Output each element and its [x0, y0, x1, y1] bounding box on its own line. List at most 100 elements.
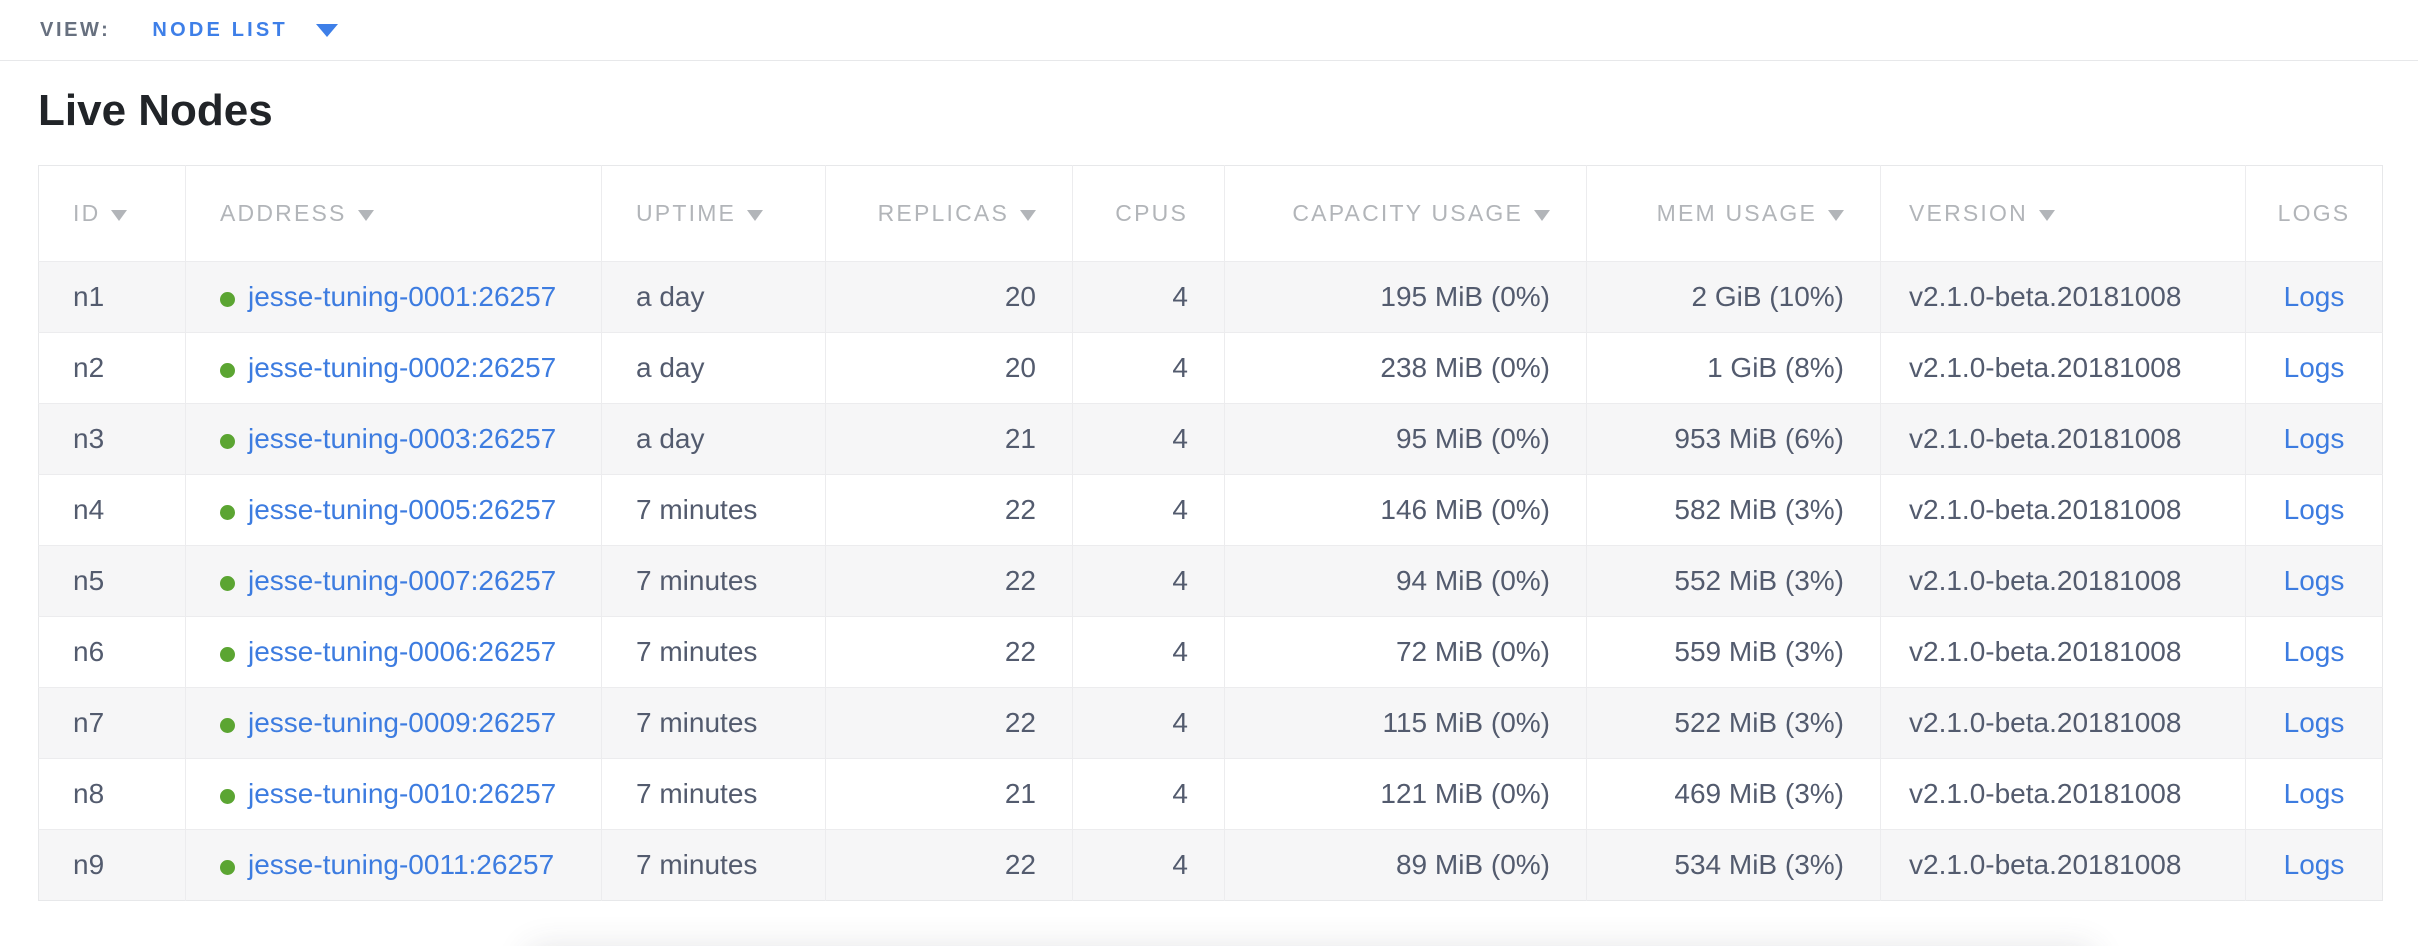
table-row: n7 jesse-tuning-0009:26257 7 minutes 22 4 115… — [38, 687, 2383, 759]
node-address-link[interactable]: jesse-tuning-0001:26257 — [248, 281, 557, 312]
cell-id: n6 — [38, 616, 186, 688]
logs-link[interactable]: Logs — [2283, 707, 2345, 738]
column-header-label: LOGS — [2277, 200, 2351, 226]
cell-address: jesse-tuning-0010:26257 — [185, 758, 602, 830]
cell-cpus: 4 — [1072, 474, 1225, 546]
node-address-link[interactable]: jesse-tuning-0002:26257 — [248, 352, 557, 383]
cell-cpus: 4 — [1072, 758, 1225, 830]
node-address-link[interactable]: jesse-tuning-0007:26257 — [248, 565, 557, 596]
column-header-label: UPTIME — [636, 200, 737, 226]
cell-id: n4 — [38, 474, 186, 546]
cell-uptime: 7 minutes — [601, 545, 826, 617]
cell-replicas: 22 — [825, 474, 1073, 546]
cell-cpus: 4 — [1072, 261, 1225, 333]
view-dropdown[interactable]: NODE LIST — [152, 18, 338, 42]
column-header-id[interactable]: ID — [38, 165, 186, 262]
cell-replicas: 20 — [825, 332, 1073, 404]
cell-capacity: 121 MiB (0%) — [1224, 758, 1587, 830]
cell-logs: Logs — [2245, 474, 2383, 546]
node-address-link[interactable]: jesse-tuning-0011:26257 — [248, 849, 555, 880]
sort-desc-icon — [1534, 210, 1550, 221]
cell-version: v2.1.0-beta.20181008 — [1880, 474, 2246, 546]
table-row: n8 jesse-tuning-0010:26257 7 minutes 21 4 121… — [38, 758, 2383, 830]
logs-link[interactable]: Logs — [2283, 281, 2345, 312]
cell-capacity: 72 MiB (0%) — [1224, 616, 1587, 688]
logs-link[interactable]: Logs — [2283, 849, 2345, 880]
column-header-label: MEM USAGE — [1656, 200, 1817, 226]
cell-mem: 1 GiB (8%) — [1586, 332, 1881, 404]
cell-logs: Logs — [2245, 829, 2383, 901]
column-header-label: CPUS — [1115, 200, 1188, 226]
cell-id: n5 — [38, 545, 186, 617]
cell-version: v2.1.0-beta.20181008 — [1880, 616, 2246, 688]
cell-id: n8 — [38, 758, 186, 830]
node-address-link[interactable]: jesse-tuning-0006:26257 — [248, 636, 557, 667]
node-address-link[interactable]: jesse-tuning-0010:26257 — [248, 778, 557, 809]
cell-replicas: 22 — [825, 545, 1073, 617]
column-header-label: ID — [73, 200, 101, 226]
cell-id: n1 — [38, 261, 186, 333]
cell-version: v2.1.0-beta.20181008 — [1880, 403, 2246, 475]
caret-down-icon — [315, 23, 338, 37]
view-bar: VIEW: NODE LIST — [0, 0, 2418, 61]
logs-link[interactable]: Logs — [2283, 636, 2345, 667]
cell-capacity: 195 MiB (0%) — [1224, 261, 1587, 333]
sort-desc-icon — [1828, 210, 1844, 221]
cell-logs: Logs — [2245, 616, 2383, 688]
cell-id: n3 — [38, 403, 186, 475]
logs-link[interactable]: Logs — [2283, 423, 2345, 454]
cell-address: jesse-tuning-0006:26257 — [185, 616, 602, 688]
cell-uptime: 7 minutes — [601, 474, 826, 546]
cell-mem: 469 MiB (3%) — [1586, 758, 1881, 830]
node-live-status-dot — [220, 576, 235, 591]
cell-cpus: 4 — [1072, 545, 1225, 617]
logs-link[interactable]: Logs — [2283, 494, 2345, 525]
node-live-status-dot — [220, 647, 235, 662]
node-address-link[interactable]: jesse-tuning-0009:26257 — [248, 707, 557, 738]
node-address-link[interactable]: jesse-tuning-0003:26257 — [248, 423, 557, 454]
column-header-uptime[interactable]: UPTIME — [601, 165, 826, 262]
node-address-link[interactable]: jesse-tuning-0005:26257 — [248, 494, 557, 525]
cell-mem: 559 MiB (3%) — [1586, 616, 1881, 688]
cell-uptime: a day — [601, 332, 826, 404]
table-row: n6 jesse-tuning-0006:26257 7 minutes 22 4 72 … — [38, 616, 2383, 688]
cell-capacity: 94 MiB (0%) — [1224, 545, 1587, 617]
table-row: n9 jesse-tuning-0011:26257 7 minutes 22 4 89 … — [38, 829, 2383, 901]
cell-mem: 582 MiB (3%) — [1586, 474, 1881, 546]
cell-cpus: 4 — [1072, 829, 1225, 901]
view-dropdown-value: NODE LIST — [152, 18, 288, 41]
column-header-capacity[interactable]: CAPACITY USAGE — [1224, 165, 1587, 262]
cell-logs: Logs — [2245, 758, 2383, 830]
column-header-replicas[interactable]: REPLICAS — [825, 165, 1073, 262]
cell-mem: 522 MiB (3%) — [1586, 687, 1881, 759]
cell-address: jesse-tuning-0009:26257 — [185, 687, 602, 759]
column-header-label: REPLICAS — [877, 200, 1009, 226]
cell-uptime: 7 minutes — [601, 687, 826, 759]
cell-replicas: 20 — [825, 261, 1073, 333]
cell-capacity: 146 MiB (0%) — [1224, 474, 1587, 546]
cell-mem: 953 MiB (6%) — [1586, 403, 1881, 475]
column-header-address[interactable]: ADDRESS — [185, 165, 602, 262]
column-header-mem[interactable]: MEM USAGE — [1586, 165, 1881, 262]
cell-replicas: 22 — [825, 829, 1073, 901]
cell-capacity: 115 MiB (0%) — [1224, 687, 1587, 759]
table-header-row: ID ADDRESS UPTIME REPLICAS CPUS CAPACITY USAG… — [38, 165, 2383, 262]
column-header-version[interactable]: VERSION — [1880, 165, 2246, 262]
node-live-status-dot — [220, 434, 235, 449]
logs-link[interactable]: Logs — [2283, 352, 2345, 383]
cell-replicas: 21 — [825, 758, 1073, 830]
cell-mem: 2 GiB (10%) — [1586, 261, 1881, 333]
cell-version: v2.1.0-beta.20181008 — [1880, 332, 2246, 404]
cell-id: n9 — [38, 829, 186, 901]
column-header-label: CAPACITY USAGE — [1292, 200, 1523, 226]
column-header-label: VERSION — [1909, 200, 2028, 226]
cell-address: jesse-tuning-0002:26257 — [185, 332, 602, 404]
logs-link[interactable]: Logs — [2283, 565, 2345, 596]
cell-version: v2.1.0-beta.20181008 — [1880, 545, 2246, 617]
cell-logs: Logs — [2245, 403, 2383, 475]
cell-uptime: a day — [601, 403, 826, 475]
cell-cpus: 4 — [1072, 616, 1225, 688]
logs-link[interactable]: Logs — [2283, 778, 2345, 809]
cell-version: v2.1.0-beta.20181008 — [1880, 261, 2246, 333]
cell-mem: 534 MiB (3%) — [1586, 829, 1881, 901]
